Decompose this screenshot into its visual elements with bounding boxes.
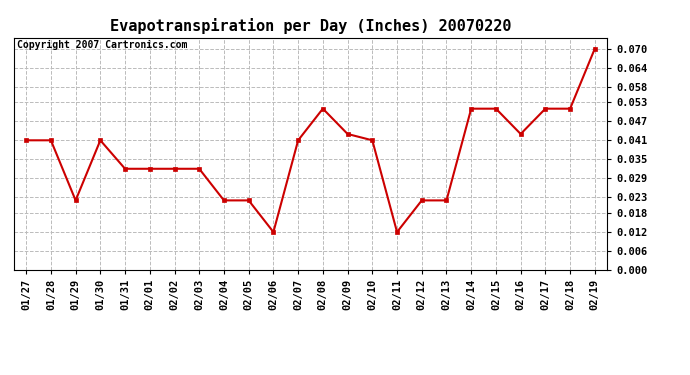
Text: Copyright 2007 Cartronics.com: Copyright 2007 Cartronics.com: [17, 40, 187, 50]
Title: Evapotranspiration per Day (Inches) 20070220: Evapotranspiration per Day (Inches) 2007…: [110, 18, 511, 33]
